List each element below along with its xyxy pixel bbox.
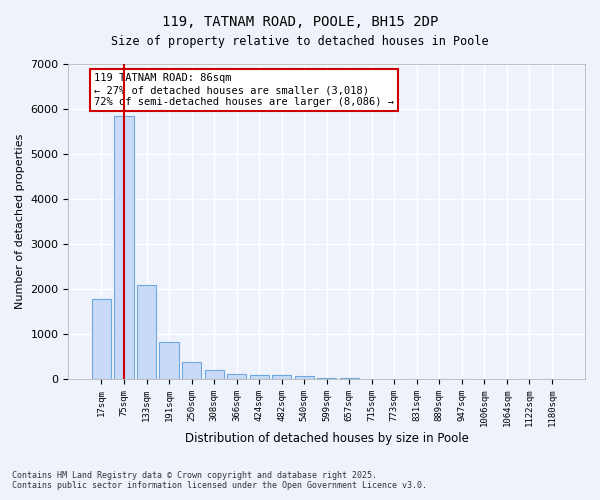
Bar <box>115 116 134 379</box>
Bar <box>137 284 156 379</box>
Bar <box>340 378 359 379</box>
Bar <box>295 376 314 379</box>
Bar <box>205 370 224 379</box>
X-axis label: Distribution of detached houses by size in Poole: Distribution of detached houses by size … <box>185 432 469 445</box>
Bar <box>160 342 179 379</box>
Text: 119, TATNAM ROAD, POOLE, BH15 2DP: 119, TATNAM ROAD, POOLE, BH15 2DP <box>162 15 438 29</box>
Bar <box>227 374 246 379</box>
Text: 119 TATNAM ROAD: 86sqm
← 27% of detached houses are smaller (3,018)
72% of semi-: 119 TATNAM ROAD: 86sqm ← 27% of detached… <box>94 74 394 106</box>
Bar <box>182 362 201 379</box>
Text: Size of property relative to detached houses in Poole: Size of property relative to detached ho… <box>111 35 489 48</box>
Y-axis label: Number of detached properties: Number of detached properties <box>15 134 25 309</box>
Bar <box>250 374 269 379</box>
Bar <box>272 376 291 379</box>
Text: Contains HM Land Registry data © Crown copyright and database right 2025.
Contai: Contains HM Land Registry data © Crown c… <box>12 470 427 490</box>
Bar <box>317 378 336 379</box>
Bar <box>92 299 111 379</box>
